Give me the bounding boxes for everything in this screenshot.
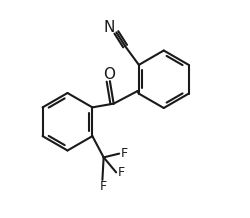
Text: F: F <box>99 180 106 193</box>
Text: F: F <box>121 147 128 160</box>
Text: F: F <box>118 166 125 179</box>
Text: O: O <box>103 67 115 82</box>
Text: N: N <box>104 20 115 35</box>
